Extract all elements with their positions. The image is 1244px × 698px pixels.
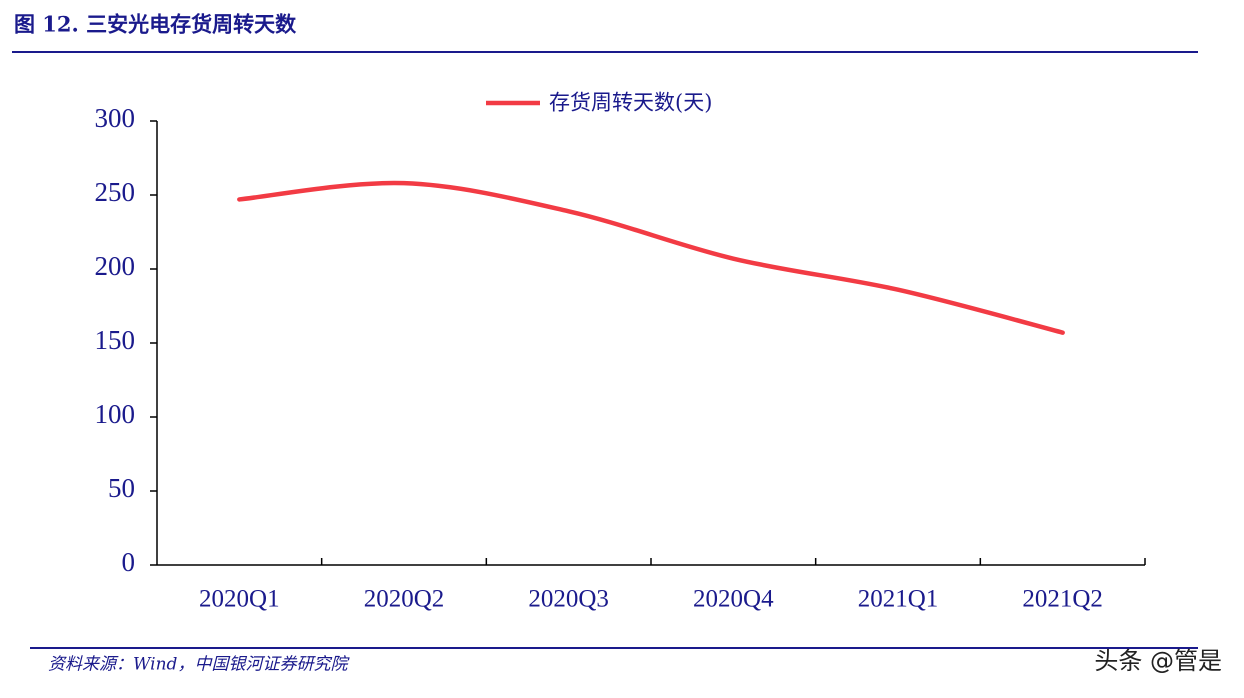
y-tick-label: 0 [122, 547, 136, 577]
source-note: 资料来源：Wind，中国银河证券研究院 [48, 655, 350, 675]
y-tick-label: 100 [95, 399, 136, 429]
x-tick-label: 2020Q1 [199, 586, 280, 613]
y-tick-label: 200 [95, 251, 136, 281]
legend-label: 存货周转天数(天) [549, 91, 712, 115]
y-tick-label: 300 [95, 103, 136, 133]
x-tick-label: 2020Q4 [693, 586, 774, 613]
x-tick-label: 2020Q2 [364, 586, 445, 613]
y-tick-label: 250 [95, 177, 136, 207]
chart-title: 图 12. 三安光电存货周转天数 [14, 12, 297, 37]
watermark: 头条 @管是 [1094, 647, 1222, 675]
x-tick-label: 2021Q2 [1022, 586, 1103, 613]
y-tick-label: 50 [108, 473, 135, 503]
x-tick-label: 2021Q1 [858, 586, 939, 613]
data-line [237, 180, 1065, 335]
x-tick-label: 2020Q3 [528, 586, 609, 613]
y-tick-label: 150 [95, 325, 136, 355]
